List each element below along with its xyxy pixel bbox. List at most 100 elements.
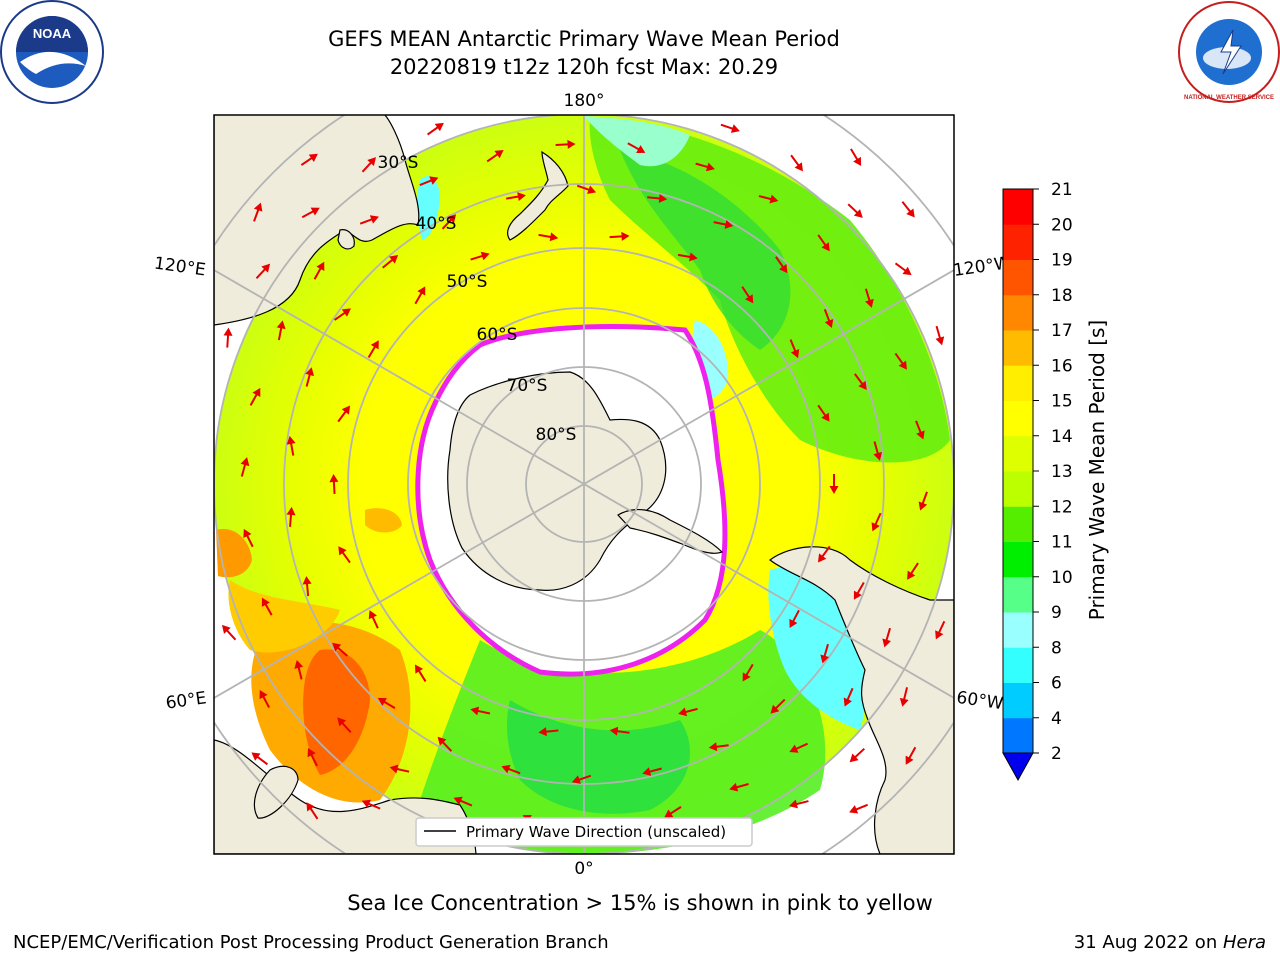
- wave-arrow-head: [341, 308, 351, 317]
- wave-arrow-head: [642, 767, 652, 776]
- colorbar-segment: [1003, 189, 1033, 225]
- wave-arrow-head: [377, 697, 387, 706]
- wave-arrow-shaft: [382, 700, 396, 709]
- wave-arrow-head: [286, 506, 296, 516]
- wave-arrow-shaft: [334, 311, 347, 321]
- wave-arrow-head: [434, 122, 444, 132]
- wave-arrow-head: [437, 736, 447, 746]
- lat-label-60s: 60°S: [477, 325, 518, 345]
- wave-arrow-head: [538, 727, 547, 737]
- colorbar-segment: [1003, 259, 1033, 296]
- wave-arrow-head: [935, 630, 944, 640]
- wave-arrow-head: [549, 232, 559, 242]
- colorbar-tick-label: 19: [1051, 251, 1073, 271]
- lon-label-0: 0°: [574, 859, 593, 879]
- colorbar-tick-label: 16: [1051, 356, 1073, 376]
- wave-arrow-head: [221, 624, 231, 634]
- wave-arrow-head: [567, 139, 576, 149]
- wave-arrow-shaft: [277, 326, 283, 341]
- wave-direction-arrows: [221, 122, 946, 845]
- colorbar-tick-label: 9: [1051, 603, 1062, 623]
- wave-arrow-head: [276, 320, 286, 330]
- colorbar-segment: [1003, 717, 1033, 754]
- wave-arrow-shaft: [253, 207, 260, 222]
- wave-arrow-head: [708, 742, 718, 752]
- new-zealand: [507, 150, 569, 241]
- green-region-atlantic-inner: [507, 700, 690, 814]
- footer-date: 31 Aug 2022 on Hera: [1074, 932, 1266, 953]
- wave-arrow-shaft: [361, 160, 373, 173]
- wave-arrow-head: [338, 546, 347, 556]
- wave-arrow-shaft: [226, 333, 230, 348]
- wave-arrow-head: [389, 255, 399, 264]
- wave-arrow-head: [341, 405, 351, 415]
- wave-arrow-shaft: [853, 747, 865, 759]
- wave-arrow-shaft: [847, 203, 860, 215]
- wave-arrow-shaft: [615, 729, 630, 734]
- sea-ice-caption: Sea Ice Concentration > 15% is shown in …: [347, 891, 933, 915]
- wave-arrow-shaft: [894, 352, 905, 366]
- wave-arrow-shaft: [340, 721, 352, 733]
- wave-arrow-shaft: [289, 512, 293, 527]
- wave-arrow-shaft: [255, 755, 269, 766]
- wave-arrow-head: [261, 597, 270, 607]
- wave-arrow-head: [906, 208, 915, 218]
- colorbar-segment: [1003, 435, 1033, 472]
- wave-arrow-head: [918, 501, 928, 511]
- wave-arrow-shaft: [337, 409, 348, 423]
- wave-arrow-head: [873, 451, 883, 461]
- wave-arrow-shaft: [935, 325, 942, 340]
- wave-arrow-head: [916, 430, 925, 440]
- wave-arrow-shaft: [240, 462, 247, 477]
- colorbar-tick-label: 4: [1051, 709, 1062, 729]
- wave-arrow-head: [689, 252, 698, 262]
- colorbar-tick-label: 6: [1051, 674, 1062, 694]
- colorbar-tick-label: 14: [1051, 427, 1073, 447]
- wave-arrow-head: [779, 264, 788, 274]
- wave-arrow-head: [724, 220, 734, 229]
- wave-arrow-head: [853, 590, 862, 600]
- wave-arrow-head: [730, 124, 740, 133]
- wave-arrow-shaft: [864, 288, 871, 303]
- wave-arrow-head: [587, 185, 597, 194]
- footer-credit: NCEP/EMC/Verification Post Processing Pr…: [13, 932, 609, 953]
- colorbar-segment: [1003, 330, 1033, 366]
- wave-arrow-shaft: [249, 392, 259, 406]
- colorbar: 2 4 6 8 9 10 11 12 13 14 15 16 17 18 19 20 21: [1002, 180, 1073, 782]
- wave-arrow-shaft: [789, 339, 797, 353]
- wave-arrow-head: [821, 242, 830, 252]
- colorbar-tick-label: 18: [1051, 286, 1073, 306]
- wave-arrow-shaft: [907, 746, 917, 760]
- wave-arrow-head: [769, 194, 779, 204]
- colorbar-tick-label: 10: [1051, 568, 1073, 588]
- lon-label-120e: 120°E: [153, 253, 207, 280]
- wave-arrow-shaft: [668, 806, 682, 816]
- wave-arrow-shaft: [506, 767, 521, 775]
- map-frame: [213, 114, 955, 855]
- wave-arrow-shaft: [470, 254, 485, 261]
- lightgreen-region-top: [584, 116, 690, 167]
- wave-arrow-head: [307, 748, 316, 758]
- lat-label-80s: 80°S: [536, 425, 577, 445]
- wave-arrow-head: [658, 193, 668, 203]
- wave-arrow-shaft: [901, 201, 912, 214]
- wave-arrow-head: [252, 387, 261, 398]
- noaa-logo-text: NOAA: [33, 26, 72, 41]
- wave-arrow-head: [306, 802, 315, 812]
- lat-label-40s: 40°S: [416, 214, 457, 234]
- wave-arrow-shaft: [441, 740, 453, 752]
- wave-arrow-head: [621, 231, 630, 241]
- wave-arrow-shaft: [741, 286, 751, 299]
- colorbar-under-extension: [1002, 752, 1034, 782]
- wave-arrow-shaft: [744, 663, 754, 677]
- legend-label: Primary Wave Direction (unscaled): [466, 823, 726, 841]
- wave-arrow-shaft: [695, 162, 710, 169]
- wave-arrow-shaft: [817, 234, 828, 247]
- wave-arrow-head: [609, 726, 619, 736]
- wave-arrow-head: [794, 162, 803, 172]
- wave-arrow-head: [849, 805, 859, 814]
- lightorange-region: [228, 580, 340, 653]
- colorbar-tick-label: 11: [1051, 533, 1073, 553]
- nws-logo: NATIONAL WEATHER SERVICE: [1178, 1, 1280, 103]
- wave-arrow-shaft: [263, 602, 273, 616]
